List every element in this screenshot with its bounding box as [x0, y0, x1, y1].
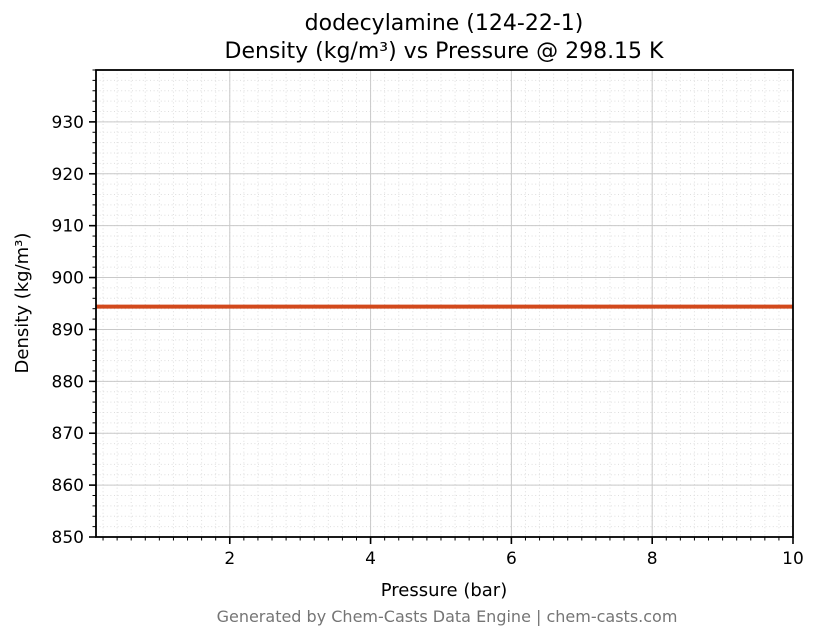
x-tick-label: 4	[365, 549, 376, 569]
plot-area: 2 4 6 8 10 850 860 870 880 890 900 910 920 930	[52, 69, 804, 569]
x-tick-label: 6	[506, 549, 517, 569]
y-tick-label: 920	[52, 165, 84, 185]
y-tick-label: 870	[52, 424, 84, 444]
axes-frame	[95, 69, 794, 538]
chart-title-line2: Density (kg/m³) vs Pressure @ 298.15 K	[225, 39, 665, 64]
x-tick-label: 10	[782, 549, 804, 569]
y-tick-label: 860	[52, 476, 84, 496]
y-axis-label: Density (kg/m³)	[12, 233, 33, 374]
footer-text: Generated by Chem-Casts Data Engine | ch…	[217, 607, 678, 626]
y-tick-label: 850	[52, 528, 84, 548]
x-tick-label: 2	[224, 549, 235, 569]
y-tick-label: 890	[52, 320, 84, 340]
x-axis-label: Pressure (bar)	[381, 580, 507, 601]
y-tick-label: 910	[52, 217, 84, 237]
chart-title-line1: dodecylamine (124-22-1)	[305, 11, 584, 36]
x-tick-label: 8	[647, 549, 658, 569]
y-tick-label: 900	[52, 269, 84, 289]
y-tick-label: 880	[52, 372, 84, 392]
y-tick-label: 930	[52, 113, 84, 133]
